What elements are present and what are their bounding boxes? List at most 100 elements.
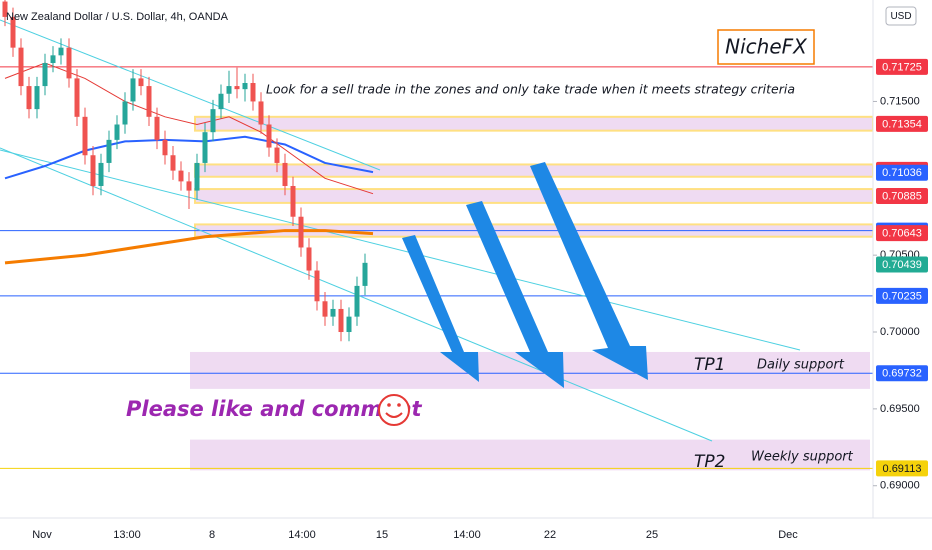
x-tick-label: 14:00 [453, 529, 481, 541]
zone [194, 188, 874, 204]
candle-body [210, 109, 216, 133]
candle-body [50, 55, 56, 64]
candle-body [258, 101, 264, 125]
x-tick-label: Nov [32, 529, 52, 541]
price-label: 0.70885 [882, 190, 922, 202]
candle-body [18, 47, 24, 87]
target-label: Daily support [757, 358, 845, 373]
candle-body [170, 155, 176, 171]
y-tick-label: 0.69500 [880, 403, 920, 415]
candle-body [106, 139, 112, 163]
candle-body [26, 86, 32, 110]
brand: NicheFX [725, 35, 808, 59]
moving-average [4, 62, 374, 195]
candle-body [250, 83, 256, 102]
candle-body [154, 116, 160, 140]
brand-box [717, 29, 815, 65]
price-label-box [876, 115, 928, 132]
arrow [402, 235, 479, 382]
candle-body [362, 262, 368, 286]
candle-body [322, 301, 328, 317]
price-label-box [876, 164, 928, 181]
candle-body [226, 86, 232, 94]
currency: USD [890, 11, 911, 22]
candle-body [66, 47, 72, 79]
candle-body [114, 124, 120, 140]
x-tick-label: 13:00 [113, 529, 141, 541]
smiley-eye [387, 403, 391, 407]
smiley [378, 394, 410, 426]
price-label: 0.70643 [882, 228, 922, 240]
candle-body [34, 86, 40, 110]
candle-body [90, 155, 96, 186]
moving-average [4, 229, 374, 265]
candle-body [194, 162, 200, 191]
candle-body [282, 162, 288, 186]
candle-body [306, 247, 312, 271]
target-name: TP2 [694, 452, 725, 472]
channel-upper [0, 149, 801, 351]
price-label: 0.70235 [882, 290, 922, 302]
candle-body [266, 124, 272, 148]
target-label: Weekly support [751, 450, 854, 465]
arrow [466, 201, 564, 388]
smiley-eye [397, 403, 401, 407]
candle-body [338, 308, 344, 333]
chart-title: New Zealand Dollar / U.S. Dollar, 4h, OA… [6, 11, 229, 23]
price-label: 0.71725 [882, 61, 922, 73]
candle-body [186, 181, 192, 191]
channel-top [0, 19, 381, 171]
x-tick-label: 15 [376, 529, 388, 541]
price-label-box [876, 58, 928, 75]
candle-body [234, 86, 240, 90]
candle-body [58, 47, 64, 56]
candle-body [42, 63, 48, 87]
arrow [530, 162, 648, 380]
candle-body [298, 216, 304, 248]
x-tick-label: 25 [646, 529, 658, 541]
candle-body [178, 170, 184, 182]
call-to-action: Please like and comment [126, 397, 423, 421]
candle-body [146, 86, 152, 117]
price-label-box [876, 365, 928, 382]
x-tick-label: Dec [778, 529, 798, 541]
candle-body [346, 316, 352, 333]
price-label-box [876, 287, 928, 304]
price-label: 0.71354 [882, 118, 922, 130]
annotation: Look for a sell trade in the zones and o… [266, 82, 795, 97]
candle-body [242, 83, 248, 90]
y-tick-label: 0.71500 [880, 95, 920, 107]
candle-body [290, 185, 296, 217]
candle-body [98, 162, 104, 186]
smiley-mouth [385, 412, 403, 418]
x-tick-label: 14:00 [288, 529, 316, 541]
price-label-box [876, 225, 928, 242]
x-tick-label: 22 [544, 529, 556, 541]
price-label: 0.71036 [882, 167, 922, 179]
candle-body [218, 93, 224, 110]
candle-body [162, 139, 168, 156]
price-label-box [876, 187, 928, 204]
price-label: 0.70439 [882, 259, 922, 271]
zone [194, 115, 874, 132]
candle-body [74, 78, 80, 117]
price-label: 0.69732 [882, 368, 922, 380]
price-label: 0.69113 [883, 463, 922, 475]
candle-body [274, 147, 280, 163]
y-tick-label: 0.69000 [880, 480, 920, 492]
candle-body [138, 78, 144, 87]
candle-body [354, 285, 360, 317]
candle-body [10, 16, 16, 48]
target-name: TP1 [694, 355, 725, 375]
candle-body [330, 308, 336, 317]
candle-body [130, 78, 136, 102]
moving-average [4, 135, 374, 180]
arrows [402, 162, 648, 388]
candle-body [2, 1, 8, 17]
zone [190, 439, 870, 471]
x-tick-label: 8 [209, 529, 215, 541]
price-label-box [876, 256, 928, 273]
price-label-box [876, 460, 928, 477]
candle-body [314, 270, 320, 302]
